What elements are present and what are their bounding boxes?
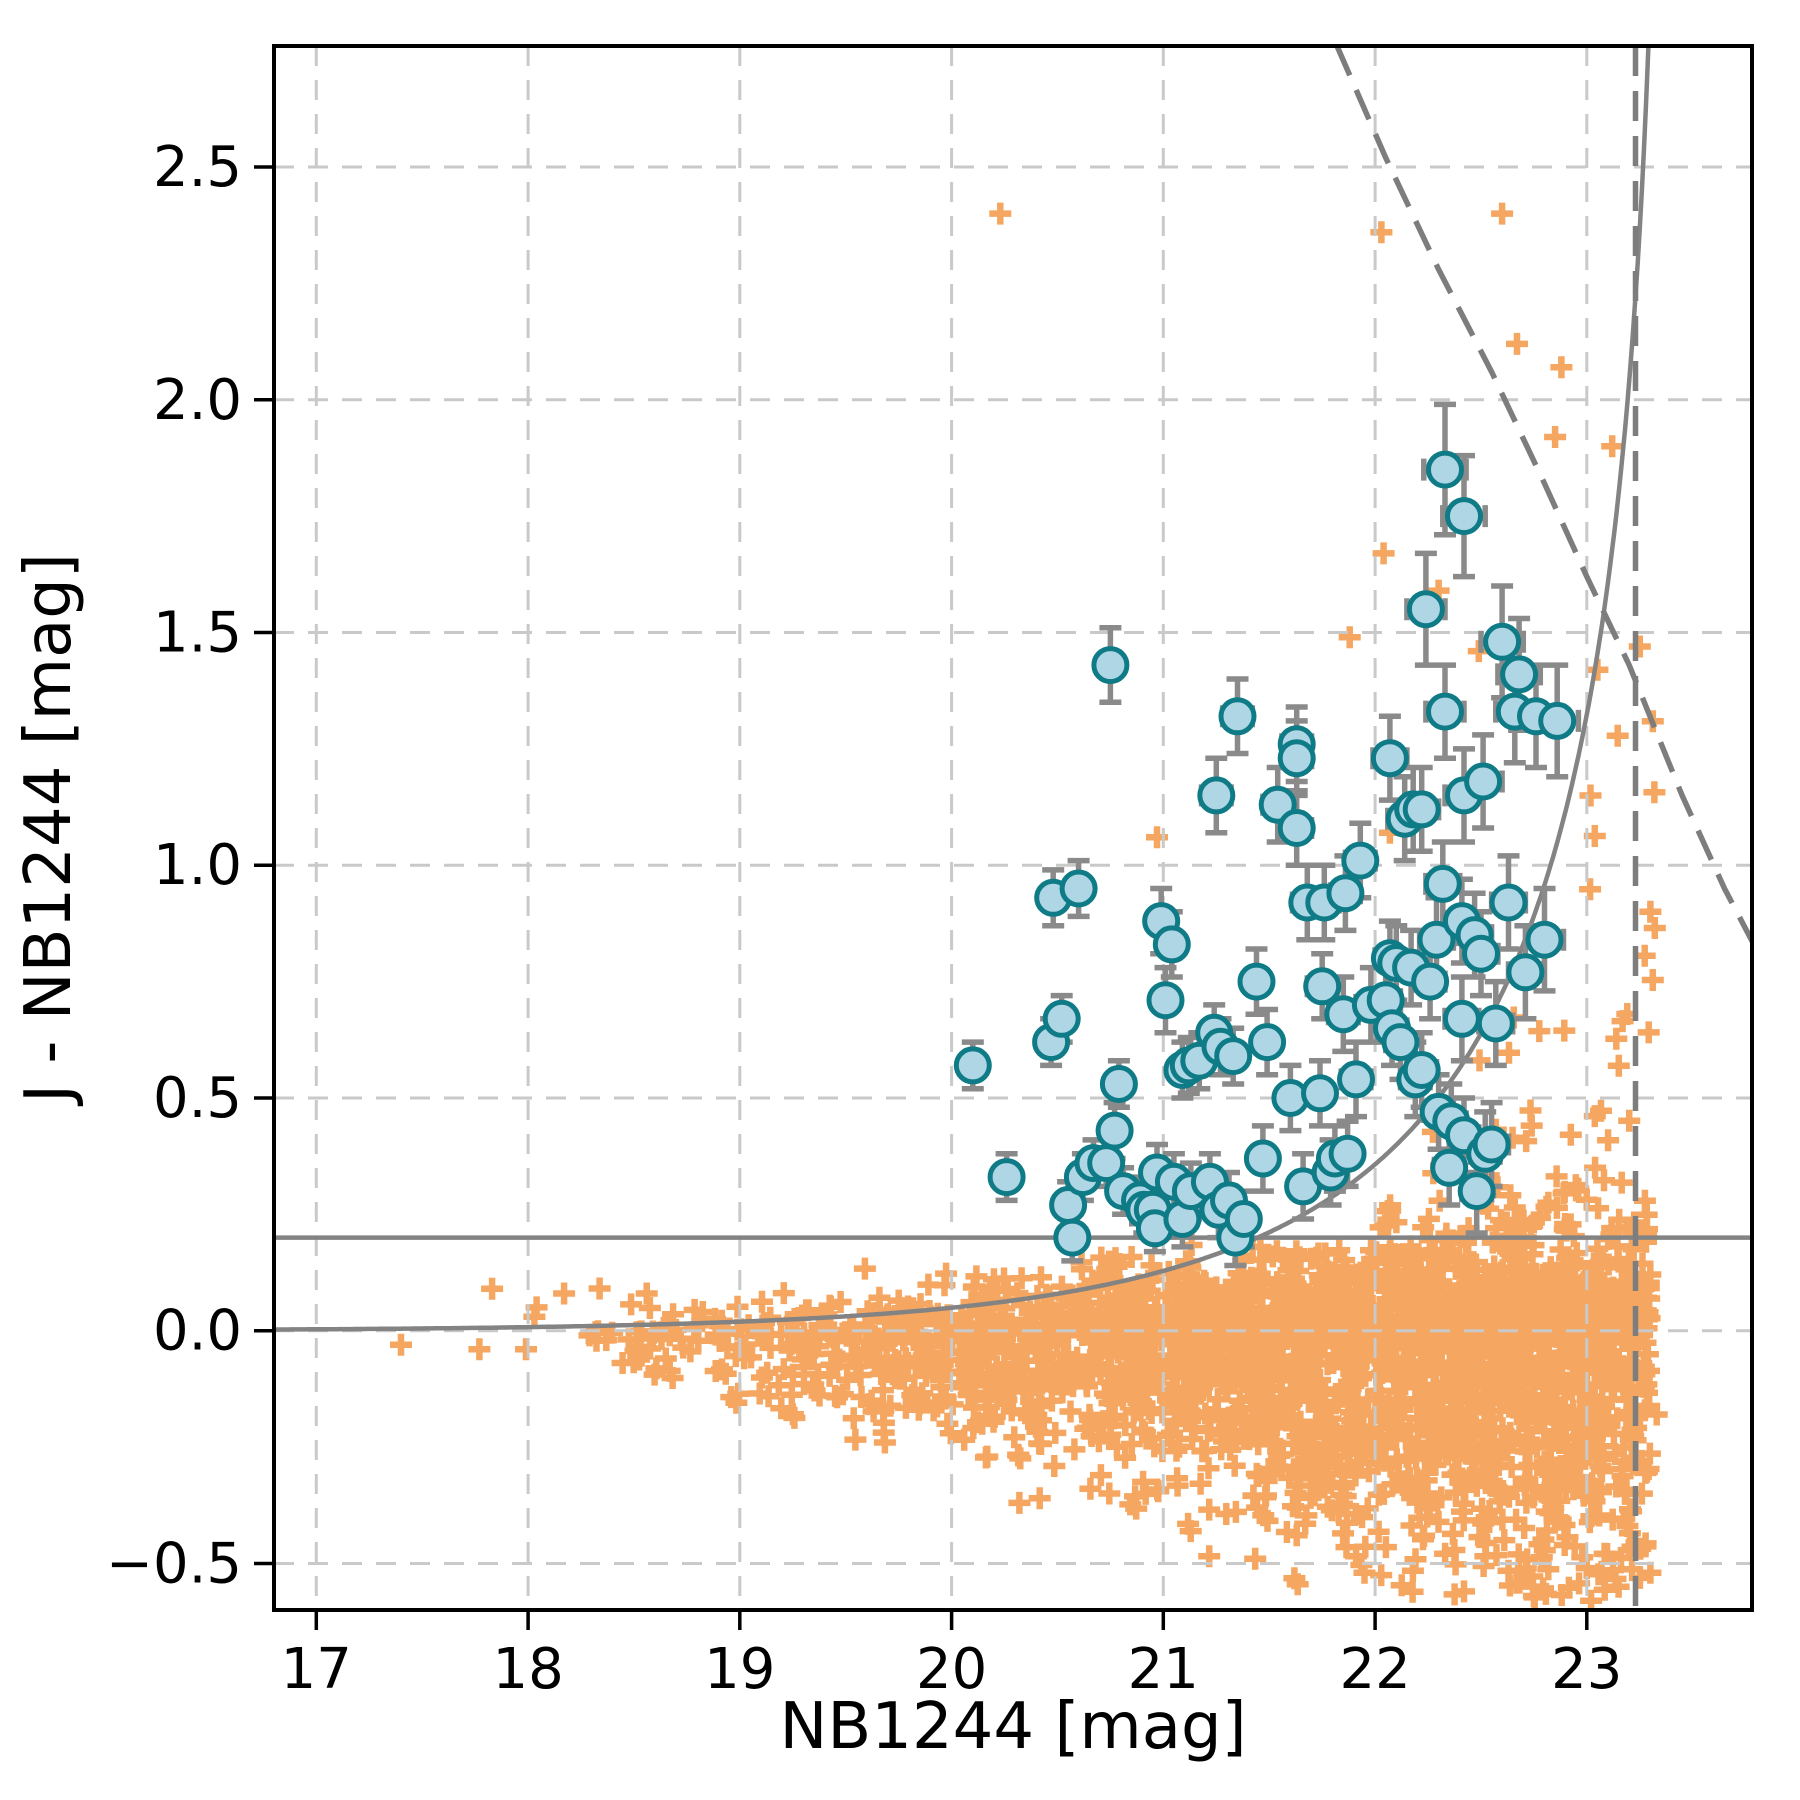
y-tick-label: 1.5	[153, 601, 242, 666]
gridlines	[274, 46, 1752, 1610]
y-axis-title: J - NB1244 [mag]	[12, 553, 86, 1107]
y-tick-label: 0.5	[153, 1066, 242, 1131]
y-tick-label: 2.0	[153, 368, 242, 433]
y-tick-label: −0.5	[106, 1532, 242, 1597]
axes-frame	[272, 44, 1754, 1612]
background-scatter-series	[390, 202, 1668, 1610]
x-tick-label: 20	[916, 1637, 987, 1702]
x-tick-label: 21	[1128, 1637, 1199, 1702]
x-tick-label: 23	[1551, 1637, 1622, 1702]
x-axis-title: NB1244 [mag]	[779, 1690, 1246, 1764]
x-tick-label: 17	[281, 1637, 352, 1702]
x-tick-label: 19	[704, 1637, 775, 1702]
axis-ticks	[254, 165, 1589, 1630]
y-tick-label: 2.5	[153, 135, 242, 200]
axis-tick-labels: 17 18 19 20 21 22 23 −0.5 0.0 0.5 1.0 1.5 2.0 2.5	[106, 135, 1622, 1702]
y-tick-label: 1.0	[153, 833, 242, 898]
x-tick-label: 22	[1339, 1637, 1410, 1702]
emitter-series	[953, 450, 1577, 1257]
x-tick-label: 18	[492, 1637, 563, 1702]
y-tick-label: 0.0	[153, 1299, 242, 1364]
